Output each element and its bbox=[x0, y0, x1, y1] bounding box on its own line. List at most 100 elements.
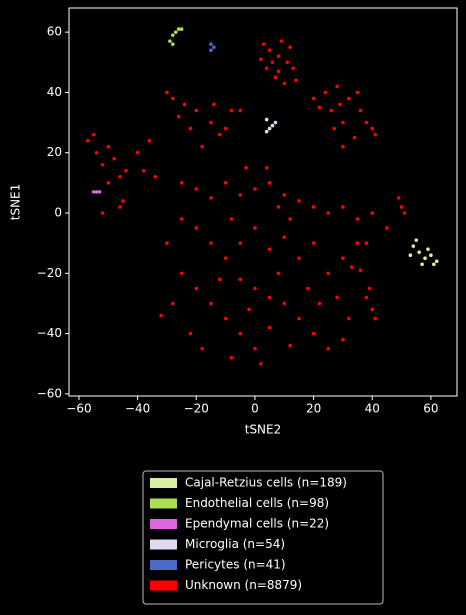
point bbox=[355, 241, 360, 245]
point bbox=[297, 199, 301, 203]
point bbox=[370, 211, 375, 215]
point bbox=[135, 150, 140, 155]
point bbox=[85, 138, 90, 143]
point bbox=[432, 262, 436, 267]
point bbox=[97, 190, 102, 194]
point bbox=[326, 271, 331, 276]
point bbox=[118, 205, 122, 209]
legend-label: Endothelial cells (n=98) bbox=[185, 496, 329, 510]
y-tick-label: 60 bbox=[47, 25, 62, 39]
legend-frame bbox=[142, 470, 384, 605]
point bbox=[171, 96, 175, 101]
point bbox=[267, 181, 272, 185]
x-tick-label: 40 bbox=[365, 402, 380, 416]
x-tick-label: 20 bbox=[306, 402, 321, 416]
point bbox=[282, 193, 287, 197]
point bbox=[346, 96, 351, 101]
point bbox=[176, 27, 181, 31]
point bbox=[341, 205, 345, 209]
legend: Cajal-Retzius cells (n=189) Endothelial c… bbox=[142, 470, 384, 605]
point bbox=[326, 211, 331, 215]
point bbox=[282, 235, 287, 239]
point bbox=[267, 48, 272, 53]
legend-label: Ependymal cells (n=22) bbox=[185, 517, 329, 531]
point bbox=[273, 75, 278, 80]
point bbox=[288, 343, 292, 348]
point bbox=[370, 126, 375, 131]
point bbox=[385, 226, 389, 230]
point bbox=[171, 301, 175, 306]
point bbox=[176, 114, 181, 119]
point bbox=[305, 286, 310, 291]
point bbox=[112, 156, 116, 161]
plot-frame bbox=[68, 7, 458, 397]
point bbox=[229, 217, 234, 221]
point bbox=[238, 277, 243, 282]
point bbox=[317, 105, 322, 110]
point bbox=[238, 193, 243, 197]
x-tick-label: −40 bbox=[125, 402, 150, 416]
point bbox=[179, 181, 184, 185]
point bbox=[346, 316, 351, 321]
point bbox=[165, 90, 169, 95]
point bbox=[373, 132, 377, 137]
point bbox=[121, 199, 125, 203]
point bbox=[426, 247, 430, 251]
point bbox=[267, 295, 272, 300]
point bbox=[311, 96, 316, 101]
point bbox=[311, 241, 316, 245]
point bbox=[118, 175, 122, 179]
point bbox=[217, 277, 222, 282]
point bbox=[223, 181, 228, 185]
y-tick-label: 0 bbox=[54, 206, 62, 220]
point bbox=[94, 150, 99, 155]
x-tick-label: 60 bbox=[423, 402, 438, 416]
point bbox=[429, 253, 433, 258]
point bbox=[267, 247, 272, 251]
point bbox=[311, 205, 316, 209]
point bbox=[349, 265, 354, 270]
point bbox=[414, 238, 419, 242]
point bbox=[261, 42, 266, 46]
point bbox=[238, 241, 243, 245]
point bbox=[209, 196, 213, 200]
point bbox=[209, 301, 213, 306]
point bbox=[335, 295, 339, 300]
point bbox=[229, 355, 234, 360]
point bbox=[297, 256, 301, 261]
point bbox=[179, 217, 184, 221]
point bbox=[212, 102, 216, 107]
point bbox=[264, 117, 269, 122]
point bbox=[259, 361, 263, 366]
point bbox=[238, 108, 243, 113]
point bbox=[373, 316, 377, 321]
legend-label: Cajal-Retzius cells (n=189) bbox=[185, 476, 347, 490]
point bbox=[396, 196, 401, 200]
point bbox=[264, 66, 269, 71]
point bbox=[264, 165, 269, 170]
point bbox=[223, 126, 228, 131]
point bbox=[291, 66, 295, 71]
point bbox=[270, 60, 275, 65]
point bbox=[217, 132, 222, 137]
point bbox=[209, 120, 213, 125]
point bbox=[323, 90, 328, 95]
point bbox=[399, 205, 404, 209]
point bbox=[329, 108, 333, 113]
point bbox=[147, 138, 152, 143]
y-tick-label: 20 bbox=[47, 145, 62, 159]
legend-label: Pericytes (n=41) bbox=[185, 558, 286, 572]
y-tick-label: −20 bbox=[37, 266, 62, 280]
point bbox=[364, 241, 369, 245]
point bbox=[259, 57, 263, 62]
point bbox=[141, 168, 146, 173]
legend-swatch bbox=[150, 519, 177, 529]
point bbox=[253, 187, 257, 191]
point bbox=[212, 45, 216, 49]
point bbox=[276, 54, 281, 59]
point bbox=[285, 60, 289, 65]
point bbox=[124, 168, 128, 173]
point bbox=[188, 126, 193, 131]
point bbox=[106, 144, 111, 149]
